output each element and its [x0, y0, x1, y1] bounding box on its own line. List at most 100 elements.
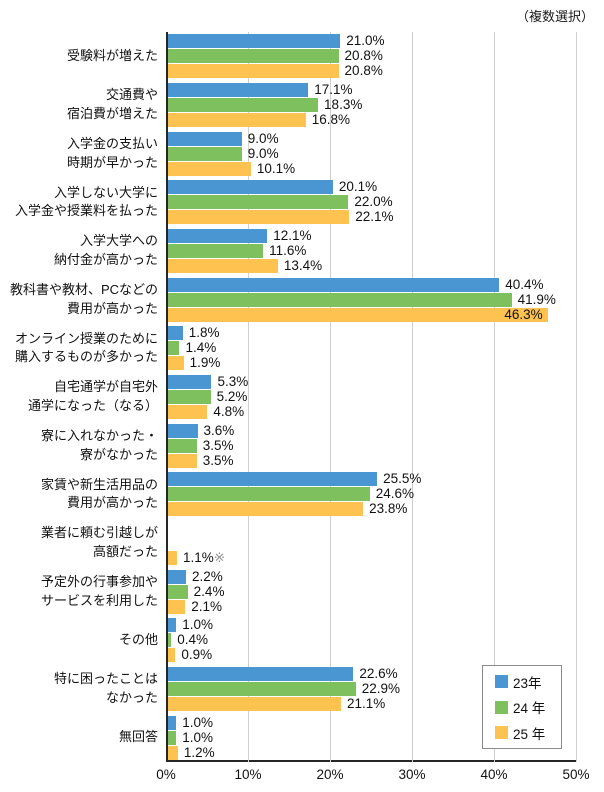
- bar-series-1: [168, 682, 356, 696]
- category-label: 入学大学への納付金が高かった: [0, 227, 158, 276]
- category-label-line: 家賃や新生活用品の: [40, 476, 158, 492]
- category-label-line: 高額だった: [92, 543, 158, 559]
- value-label: 3.5%: [202, 452, 234, 468]
- legend-label: 24 年: [513, 701, 546, 716]
- bar-series-1: [168, 244, 264, 258]
- category-label: オンライン授業のために 購入するものが多かった: [0, 324, 158, 373]
- value-label: 41.9%: [517, 291, 556, 307]
- category-label-line: 宿泊費が増えた: [66, 105, 158, 121]
- value-label: 3.5%: [202, 437, 234, 453]
- value-label: 9.0%: [247, 145, 279, 161]
- bar-series-1: [168, 584, 188, 599]
- category-label-line: 費用が高かった: [66, 495, 158, 511]
- value-label: 22.0%: [354, 194, 393, 210]
- bar-series-1: [168, 292, 512, 307]
- category-label: 家賃や新生活用品の費用が高かった: [0, 470, 158, 519]
- bar-series-0: [168, 667, 354, 681]
- multi-select-note: （複数選択）: [515, 9, 594, 24]
- legend-swatch: [495, 700, 508, 714]
- bar-series-0: [168, 83, 309, 97]
- bar-series-0: [168, 375, 212, 389]
- bar-series-0: [168, 131, 242, 146]
- bar-series-2: [168, 210, 350, 225]
- category-label: 自宅通学が自宅外 通学になった（なる）: [0, 373, 158, 422]
- value-label: 20.8%: [344, 63, 383, 79]
- value-label: 1.0%: [182, 729, 213, 745]
- value-label: 24.6%: [375, 486, 414, 502]
- value-label: 10.1%: [256, 160, 296, 176]
- category-label: 入学しない大学に 入学金や授業料を払った: [0, 178, 158, 227]
- gridline: [329, 32, 331, 762]
- value-label: 22.1%: [355, 209, 394, 225]
- gridline: [247, 32, 249, 762]
- value-label: 20.1%: [338, 179, 378, 195]
- bar-series-0: [168, 472, 378, 487]
- value-label: 11.6%: [269, 243, 307, 258]
- value-label: 46.3%: [504, 306, 543, 322]
- category-label: 業者に頼む引越しが高額だった: [0, 519, 158, 568]
- category-label-line: なかった: [105, 689, 158, 705]
- value-label: 16.8%: [311, 112, 351, 127]
- value-label: 1.2%: [183, 744, 215, 760]
- bar-series-1: [168, 341, 180, 356]
- value-label: 1.1%※: [183, 550, 226, 565]
- value-label: 25.5%: [383, 471, 422, 487]
- category-label-line: 交通費や: [105, 87, 158, 103]
- category-label-line: 無回答: [118, 729, 158, 745]
- category-label: 入学金の支払い 時期が早かった: [0, 129, 158, 178]
- category-label-line: 教科書や教材、PCなどの: [9, 282, 158, 298]
- value-label: 13.4%: [283, 258, 323, 273]
- bar-series-1: [168, 98, 319, 112]
- value-label: 2.4%: [193, 583, 225, 599]
- category-label-line: 受験料が増えた: [66, 48, 158, 64]
- bar-series-2: [168, 307, 548, 322]
- value-label: 22.6%: [359, 666, 398, 681]
- value-label: 22.9%: [361, 681, 401, 696]
- value-label: 23.8%: [369, 501, 408, 517]
- value-label: 20.8%: [344, 48, 383, 64]
- value-label: 1.0%: [182, 617, 213, 633]
- category-label-line: サービスを利用した: [40, 592, 158, 608]
- category-label: 予定外の行事参加や サービスを利用した: [0, 567, 158, 616]
- value-label: 21.1%: [347, 696, 386, 711]
- bar-series-2: [168, 356, 184, 371]
- value-label: 5.2%: [216, 389, 248, 404]
- gridline: [493, 32, 495, 762]
- value-label: 17.1%: [314, 82, 353, 97]
- category-label: その他: [0, 616, 158, 665]
- category-label: 無回答: [0, 713, 158, 762]
- legend-swatch: [495, 675, 508, 688]
- bar-series-2: [168, 551, 178, 565]
- legend: 23年 24 年 25 年: [482, 665, 562, 749]
- legend-item-2: 25 年: [495, 723, 561, 743]
- category-label-line: 納付金が高かった: [53, 251, 158, 267]
- value-label: 1.4%: [185, 340, 217, 356]
- bar-series-0: [168, 34, 341, 49]
- category-label-line: 業者に頼む引越しが: [40, 525, 158, 541]
- value-label: 5.3%: [217, 374, 249, 389]
- value-label: 0.9%: [181, 647, 213, 663]
- category-label-line: 寮がなかった: [79, 446, 158, 462]
- gridline: [411, 32, 413, 762]
- category-label-line: 寮に入れなかった・: [40, 428, 158, 444]
- category-label-line: 入学しない大学に: [53, 184, 158, 200]
- value-note-mark: ※: [213, 550, 226, 565]
- bar-series-2: [168, 259, 278, 273]
- x-tick-label: 30%: [398, 767, 426, 782]
- legend-swatch: [495, 726, 508, 739]
- category-label-line: 通学になった（なる）: [27, 397, 158, 413]
- bar-series-1: [168, 633, 172, 648]
- bar-series-2: [168, 64, 339, 79]
- category-label-line: 購入するものが多かった: [14, 349, 158, 365]
- x-tick-label: 0%: [156, 767, 176, 782]
- bar-series-0: [168, 569, 187, 584]
- bar-series-1: [168, 438, 197, 453]
- bar-series-0: [168, 715, 177, 730]
- bar-series-0: [168, 180, 333, 195]
- value-label: 1.0%: [182, 714, 213, 730]
- category-label-line: 入学大学への: [79, 233, 158, 249]
- category-label-line: 特に困ったことは: [53, 671, 158, 687]
- bar-series-2: [168, 745, 178, 760]
- value-label: 9.0%: [247, 130, 279, 146]
